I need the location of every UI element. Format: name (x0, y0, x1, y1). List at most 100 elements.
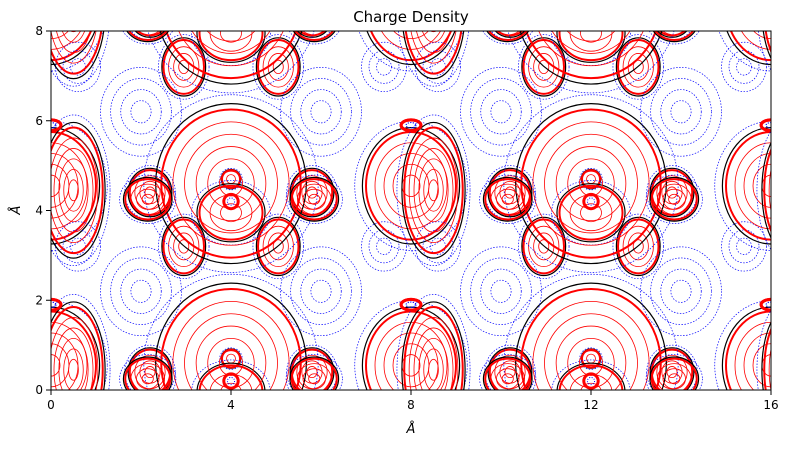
contour-positive (137, 189, 160, 209)
contour-negative (722, 401, 767, 446)
contour-positive (779, 338, 789, 401)
contour-negative (491, 280, 511, 302)
contour-positive (667, 7, 677, 18)
contour-positive (208, 0, 255, 29)
contour-positive (533, 0, 649, 66)
contour-zero (162, 397, 206, 446)
contour-zero (362, 128, 459, 244)
contour-negative (17, 238, 32, 254)
contour-positive (669, 15, 680, 25)
contour-positive (663, 10, 686, 30)
contour-positive (769, 138, 789, 243)
contour-positive (42, 0, 60, 17)
contour-positive (309, 194, 320, 204)
contour-positive (663, 189, 686, 209)
contour-positive (657, 5, 691, 35)
contour-positive (485, 0, 530, 40)
contour-positive (219, 0, 242, 16)
contour-negative (56, 401, 101, 446)
contour-positive (623, 406, 653, 446)
contour-positive (652, 0, 697, 40)
contour-negative (491, 101, 511, 123)
contour-negative (2, 42, 47, 91)
contour-negative (783, 230, 789, 263)
contour-negative (471, 258, 532, 325)
contour-negative (121, 90, 162, 134)
contour-positive (173, 0, 289, 66)
contour-positive (663, 369, 686, 389)
contour-negative (301, 90, 342, 134)
contour-positive (524, 399, 565, 446)
contour-negative (377, 238, 392, 254)
contour-positive (69, 180, 79, 201)
contour-positive (587, 354, 596, 363)
contour-positive (505, 7, 515, 18)
contour-ring (584, 15, 598, 29)
contour-positive (196, 0, 266, 41)
contour-positive (497, 10, 520, 30)
y-tick-label: 2 (35, 293, 43, 307)
contour-positive (125, 0, 170, 40)
contour-positive (784, 0, 789, 32)
x-tick-label: 12 (583, 398, 598, 412)
contour-negative (301, 269, 342, 313)
contour-positive (581, 24, 602, 42)
contour-positive (69, 359, 79, 380)
contour-negative (757, 0, 789, 86)
contour-positive (273, 419, 283, 432)
contour-negative (121, 269, 162, 313)
contour-negative (651, 258, 712, 325)
contour-positive (726, 311, 789, 419)
contour-positive (556, 0, 626, 41)
contour-negative (63, 409, 93, 442)
x-tick-label: 4 (227, 398, 235, 412)
contour-negative (101, 247, 182, 336)
contour-positive (539, 419, 549, 432)
contour-zero (256, 397, 300, 446)
contour-positive (59, 0, 88, 42)
x-tick-label: 16 (763, 398, 778, 412)
contour-positive (784, 349, 789, 391)
contour-positive (669, 374, 680, 384)
contour-negative (737, 59, 752, 75)
contour-zero (722, 128, 789, 244)
contour-positive (258, 399, 299, 446)
contour-positive (726, 132, 789, 240)
contour-positive (49, 317, 98, 422)
contour-positive (210, 195, 252, 231)
contour-negative (776, 42, 789, 91)
contour-positive (307, 7, 317, 18)
contour-positive (140, 2, 160, 24)
contour-negative (2, 222, 47, 271)
contour-ring (224, 194, 238, 208)
contour-positive (779, 159, 789, 222)
contour-positive (774, 148, 789, 232)
contour-positive (774, 0, 789, 53)
contour-negative (377, 59, 392, 75)
contour-positive (303, 369, 326, 389)
contour-positive (130, 0, 171, 35)
contour-negative (291, 258, 352, 325)
contour-positive (404, 127, 463, 253)
contour-ring (584, 374, 598, 388)
contour-positive (570, 195, 612, 231)
contour-negative (641, 67, 722, 156)
contour-positive (497, 369, 520, 389)
contour-positive (164, 399, 205, 446)
contour-negative (281, 67, 362, 156)
contour-positive (502, 15, 513, 25)
contour-positive (303, 10, 326, 30)
contour-negative (431, 418, 446, 434)
contour-positive (497, 189, 520, 209)
chart-title: Charge Density (353, 8, 469, 26)
contour-negative (471, 78, 532, 145)
contour-positive (404, 307, 463, 433)
contour-positive (764, 127, 789, 253)
contour-negative (17, 418, 32, 434)
contour-positive (179, 419, 189, 432)
contour-negative (120, 355, 176, 403)
contour-negative (131, 280, 151, 302)
contour-negative (423, 409, 453, 442)
